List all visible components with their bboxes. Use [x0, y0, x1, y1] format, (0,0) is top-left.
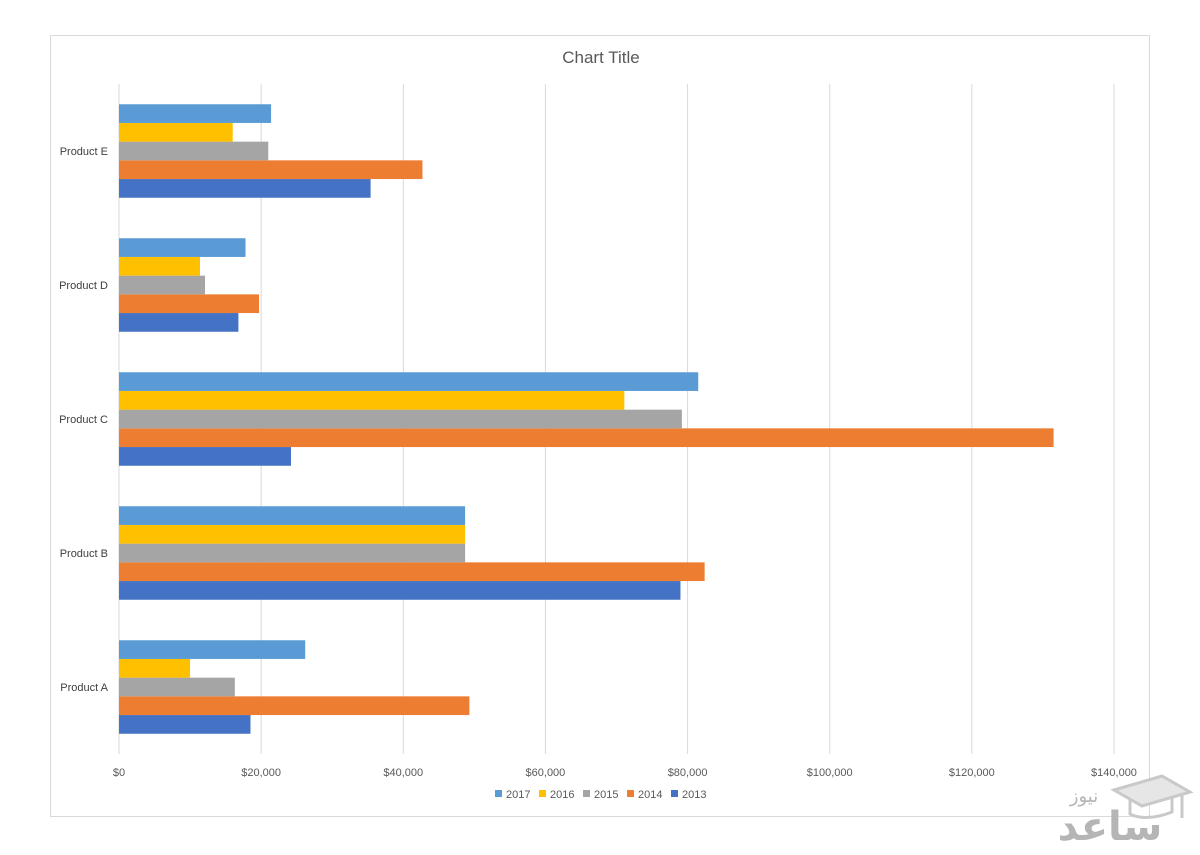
x-tick-label: $120,000 — [949, 767, 995, 779]
bar-product-c-2014 — [119, 428, 1054, 448]
bar-product-a-2014 — [119, 696, 470, 716]
category-label: Product E — [60, 146, 108, 158]
legend-swatch-2017 — [495, 790, 502, 797]
x-tick-label: $140,000 — [1091, 767, 1137, 779]
legend-label-2015: 2015 — [594, 789, 618, 801]
legend-swatch-2016 — [539, 790, 546, 797]
legend: 2017 2016 2015 2014 2013 — [495, 789, 706, 801]
legend-swatch-2014 — [627, 790, 634, 797]
watermark-logo: نیوز ساعد — [1022, 768, 1194, 850]
x-tick-label: $40,000 — [383, 767, 423, 779]
bar-product-b-2014 — [119, 562, 705, 582]
category-label: Product C — [59, 414, 108, 426]
bar-product-d-2013 — [119, 313, 239, 332]
watermark-small-text: نیوز — [1069, 786, 1098, 807]
graduation-cap-icon — [1110, 774, 1194, 819]
category-label: Product D — [59, 280, 108, 292]
bar-product-a-2015 — [119, 677, 235, 697]
bar-product-c-2016 — [119, 390, 625, 410]
x-tick-label: $80,000 — [668, 767, 708, 779]
bar-product-c-2013 — [119, 447, 291, 466]
bar-product-b-2015 — [119, 543, 466, 563]
x-tick-label: $100,000 — [807, 767, 853, 779]
bar-product-b-2016 — [119, 524, 466, 544]
category-labels: Product A Product B Product C Product D Prod… — [59, 146, 109, 694]
category-label: Product B — [60, 548, 108, 560]
bar-product-e-2014 — [119, 160, 423, 180]
category-label: Product A — [60, 682, 108, 694]
bar-product-b-2017 — [119, 506, 466, 525]
bar-product-b-2013 — [119, 581, 681, 600]
x-tick-label: $0 — [113, 767, 125, 779]
x-tick-label: $20,000 — [241, 767, 281, 779]
legend-label-2014: 2014 — [638, 789, 662, 801]
legend-label-2016: 2016 — [550, 789, 574, 801]
bar-product-a-2016 — [119, 658, 191, 678]
bar-product-a-2017 — [119, 640, 306, 659]
legend-swatch-2013 — [671, 790, 678, 797]
legend-swatch-2015 — [583, 790, 590, 797]
bar-product-e-2015 — [119, 141, 269, 161]
bar-product-d-2016 — [119, 256, 201, 276]
bar-product-d-2017 — [119, 238, 246, 257]
bar-product-e-2017 — [119, 104, 272, 123]
bar-product-c-2017 — [119, 372, 699, 391]
bar-product-e-2013 — [119, 179, 371, 198]
bar-product-a-2013 — [119, 715, 251, 734]
bar-product-c-2015 — [119, 409, 682, 429]
chart-title: Chart Title — [562, 48, 639, 67]
bar-product-d-2014 — [119, 294, 260, 314]
x-tick-label: $60,000 — [526, 767, 566, 779]
x-tick-labels: $0 $20,000 $40,000 $60,000 $80,000 $100,000 $1… — [113, 767, 1137, 779]
bar-product-d-2015 — [119, 275, 205, 295]
bar-product-e-2016 — [119, 122, 233, 142]
legend-label-2017: 2017 — [506, 789, 530, 801]
legend-label-2013: 2013 — [682, 789, 706, 801]
watermark-main-text: ساعد — [1058, 804, 1163, 850]
bars — [119, 104, 1054, 734]
